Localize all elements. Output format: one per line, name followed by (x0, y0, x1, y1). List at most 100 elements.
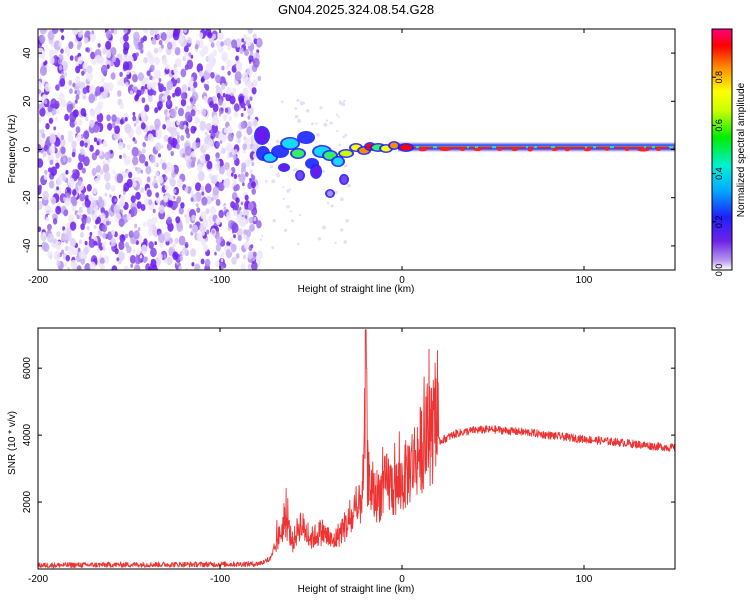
signal-burst (324, 151, 337, 160)
noise-speck (243, 229, 248, 235)
noise-speck (235, 183, 240, 191)
noise-speck (134, 255, 142, 265)
noise-speck (76, 265, 82, 270)
noise-speck (243, 136, 247, 141)
noise-speck (236, 228, 243, 237)
noise-speck (239, 216, 247, 227)
noise-speck (178, 235, 186, 246)
noise-speck (80, 223, 85, 231)
noise-speck (45, 216, 50, 222)
noise-speck (131, 146, 139, 157)
noise-speck (86, 184, 92, 192)
noise-speck (283, 228, 288, 232)
noise-speck (49, 208, 54, 213)
y-tick-label: 20 (22, 95, 33, 107)
noise-speck (253, 38, 258, 45)
noise-speck (153, 182, 158, 189)
noise-speck (196, 207, 201, 214)
noise-speck (180, 202, 185, 209)
noise-speck (144, 104, 150, 112)
noise-speck (49, 145, 56, 155)
noise-speck (184, 214, 187, 218)
noise-speck (200, 258, 205, 265)
noise-speck (103, 255, 110, 264)
noise-speck (130, 206, 138, 217)
noise-speck (149, 29, 155, 36)
noise-speck (323, 122, 328, 127)
noise-speck (38, 226, 42, 232)
signal-burst (327, 190, 334, 197)
colorbar-label: Normalized spectral amplitude (736, 82, 747, 217)
noise-speck (88, 238, 96, 248)
noise-speck (243, 241, 250, 250)
noise-speck (83, 112, 87, 117)
noise-speck (190, 76, 194, 82)
noise-speck (143, 57, 148, 64)
noise-speck (48, 117, 54, 124)
noise-speck (226, 59, 232, 68)
noise-speck (305, 109, 310, 113)
colorbar: 0.0 0.2 0.4 0.6 0.8 Normalized spectral ampl… (711, 28, 747, 276)
noise-speck (128, 171, 133, 179)
noise-speck (188, 52, 192, 57)
noise-speck (94, 106, 101, 115)
noise-speck (55, 205, 62, 215)
noise-speck (85, 116, 89, 122)
noise-speck (45, 123, 50, 130)
noise-speck (211, 197, 214, 202)
noise-speck (214, 260, 220, 268)
noise-speck (251, 118, 258, 128)
noise-speck (128, 230, 134, 238)
noise-speck (205, 154, 211, 162)
noise-speck (132, 111, 136, 116)
noise-speck (261, 234, 264, 237)
noise-speck (167, 95, 171, 101)
signal-burst (280, 164, 289, 171)
noise-speck (231, 222, 239, 234)
noise-speck (223, 207, 227, 212)
noise-speck (211, 123, 218, 134)
noise-speck (193, 105, 197, 111)
noise-speck (191, 141, 198, 150)
noise-speck (155, 192, 160, 198)
noise-speck (39, 65, 47, 76)
noise-speck (56, 110, 60, 115)
noise-speck (232, 179, 237, 186)
noise-speck (38, 116, 42, 123)
noise-speck (93, 137, 98, 142)
noise-speck (317, 237, 322, 241)
noise-speck (252, 33, 257, 40)
noise-speck (231, 256, 237, 265)
noise-speck (212, 229, 215, 234)
noise-speck (183, 29, 187, 33)
noise-speck (75, 65, 81, 74)
noise-speck (185, 122, 189, 126)
noise-speck (242, 143, 247, 151)
noise-speck (50, 166, 57, 176)
noise-speck (101, 241, 107, 249)
noise-speck (144, 161, 149, 167)
noise-speck (190, 248, 197, 257)
noise-speck (38, 81, 42, 89)
snr-frame (37, 327, 676, 570)
noise-speck (200, 77, 205, 83)
noise-speck (226, 168, 233, 178)
noise-speck (246, 126, 253, 135)
noise-speck (178, 265, 182, 270)
noise-speck (143, 90, 147, 94)
noise-speck (167, 127, 170, 132)
noise-speck (218, 181, 225, 192)
noise-speck (111, 265, 118, 270)
noise-speck (99, 169, 104, 175)
noise-speck (189, 97, 193, 103)
noise-speck (240, 263, 246, 270)
noise-speck (240, 112, 244, 117)
snr-line (38, 329, 675, 569)
noise-speck (264, 179, 268, 183)
noise-speck (240, 121, 246, 129)
noise-speck (220, 41, 224, 47)
snr-panel: 2000 4000 6000 -200 -100 0 100 Height of stra… (7, 327, 676, 595)
colorbar-tick-label: 0.2 (714, 216, 724, 229)
noise-speck (56, 260, 61, 267)
noise-speck (129, 255, 136, 264)
